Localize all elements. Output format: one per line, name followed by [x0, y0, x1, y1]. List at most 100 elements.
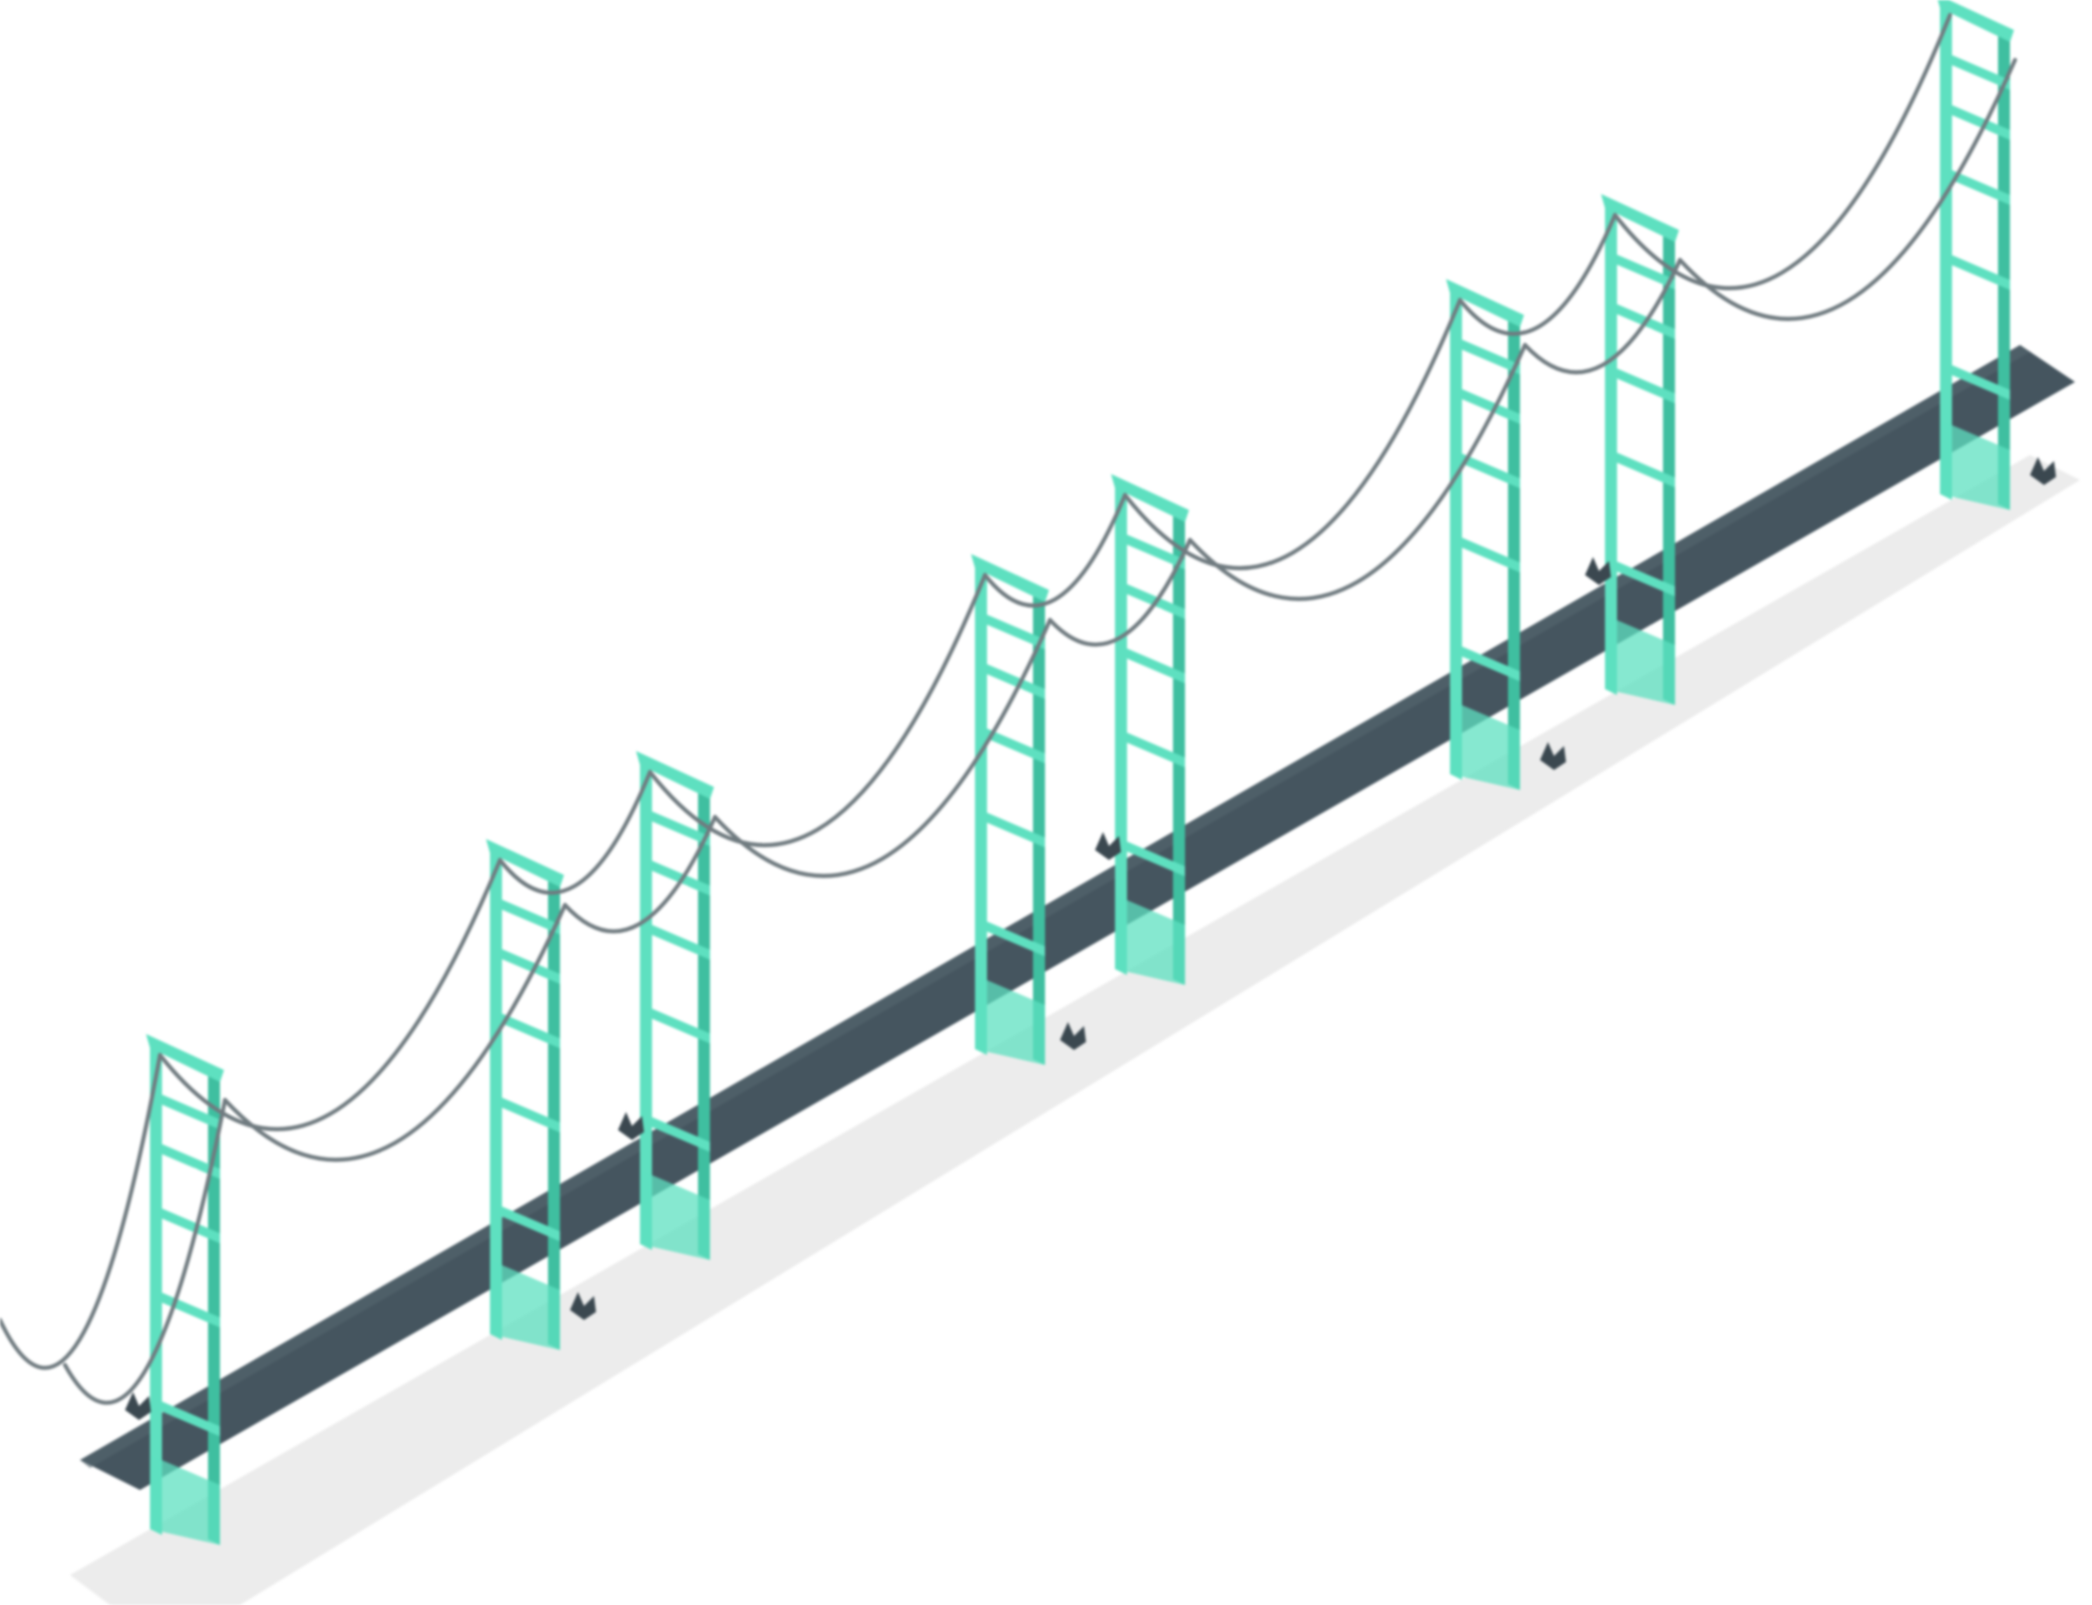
tower-crossbeam: [1450, 384, 1520, 424]
tower-2: [486, 839, 564, 1350]
tower-leg-back: [698, 787, 710, 1260]
tower-opening: [994, 687, 1030, 730]
tower-leg-front: [975, 560, 987, 1055]
main-cable-near: [1123, 298, 1462, 570]
tower-leg-back: [548, 875, 560, 1350]
tower-crossbeam: [640, 855, 710, 896]
tower-opening: [659, 1041, 695, 1085]
main-cable-near: [648, 573, 987, 847]
rubble-mark: [1540, 742, 1566, 770]
main-cable-far: [1678, 58, 2017, 321]
tower-crossbeam: [490, 944, 560, 984]
tower-leg-front: [150, 1040, 162, 1535]
tower-cap: [1111, 474, 1189, 522]
tower-opening: [1134, 676, 1170, 720]
tower-crossbeam: [1605, 299, 1675, 339]
tower-crossbeam: [1115, 579, 1185, 619]
tower-opening: [509, 1130, 545, 1174]
tower-lattice-base: [490, 1260, 560, 1350]
ground-shadow: [70, 455, 2080, 1605]
tower-crossbeam: [490, 1201, 560, 1242]
bridge-deck-edge: [80, 345, 2030, 1468]
main-cable-far: [63, 1098, 227, 1405]
tower-crossbeam: [640, 806, 710, 847]
tower-crossbeam: [1605, 447, 1675, 488]
main-cable-near: [158, 858, 502, 1132]
main-cable-far: [1188, 343, 1527, 601]
tower-lattice-base: [1940, 420, 2010, 510]
tower-crossbeam: [1115, 529, 1185, 570]
main-cable-near: [983, 493, 1127, 608]
tower-opening: [1469, 481, 1505, 525]
tower-opening: [169, 1167, 205, 1210]
tower-lattice-base: [1605, 615, 1675, 705]
tower-crossbeam: [1115, 727, 1185, 768]
tower-crossbeam: [1115, 643, 1185, 684]
bridge-deck: [80, 345, 2075, 1490]
tower-opening: [1959, 198, 1995, 242]
tower-crossbeam: [1940, 250, 2010, 290]
main-cable-far: [1523, 258, 1682, 375]
main-cable-near: [1613, 13, 1952, 290]
tower-crossbeam: [1605, 249, 1675, 290]
tower-opening: [1959, 128, 1995, 172]
tower-crossbeam: [1605, 556, 1675, 597]
main-cable-far: [713, 618, 1052, 878]
tower-opening: [994, 756, 1030, 800]
tower-crossbeam: [490, 1092, 560, 1133]
main-cable-far: [1048, 538, 1192, 647]
tower-cap: [636, 751, 714, 799]
main-cable-near: [0, 1053, 162, 1370]
debris-layer: [125, 457, 2056, 1420]
tower-cap: [486, 839, 564, 887]
tower-crossbeam: [1605, 363, 1675, 404]
tower-crossbeam: [150, 1287, 220, 1328]
tower-lattice-base: [975, 975, 1045, 1065]
tower-crossbeam: [150, 1139, 220, 1179]
tower-leg-back: [1998, 30, 2010, 510]
tower-opening: [1624, 485, 1660, 529]
tower-leg-back: [1173, 510, 1185, 985]
tower-crossbeam: [150, 1203, 220, 1244]
tower-opening: [509, 1041, 545, 1085]
tower-crossbeam: [1115, 836, 1185, 877]
tower-opening: [1469, 412, 1505, 455]
tower-opening: [509, 972, 545, 1015]
tower-crossbeam: [1940, 100, 2010, 140]
ground-shadow-layer: [70, 455, 2080, 1605]
tower-cap: [971, 554, 1049, 602]
main-cable-far: [223, 903, 567, 1162]
tower-leg-back: [1033, 590, 1045, 1065]
tower-crossbeam: [640, 1003, 710, 1044]
tower-crossbeam: [975, 807, 1045, 848]
tower-crossbeam: [1940, 360, 2010, 400]
rubble-mark: [1060, 1022, 1086, 1050]
rubble-mark: [570, 1292, 596, 1320]
rubble-mark: [618, 1112, 644, 1140]
rubble-mark: [125, 1392, 151, 1420]
tower-1: [146, 1034, 224, 1545]
tower-cap: [146, 1034, 224, 1082]
tower-3: [636, 751, 714, 1260]
tower-lattice-base: [150, 1455, 220, 1545]
tower-cap: [1446, 279, 1524, 327]
cable-layer: [0, 13, 2017, 1405]
tower-8: [1937, 0, 2014, 510]
tower-opening: [659, 952, 695, 996]
tower-crossbeam: [975, 659, 1045, 699]
main-cable-far: [563, 815, 717, 934]
tower-leg-front: [490, 845, 502, 1340]
rubble-mark: [1095, 832, 1121, 860]
tower-opening: [169, 1325, 205, 1369]
tower-opening: [659, 883, 695, 927]
tower-crossbeam: [1450, 641, 1520, 682]
tower-5: [1111, 474, 1189, 985]
tower-cap: [1937, 0, 2014, 42]
tower-opening: [1134, 765, 1170, 809]
tower-cap: [1601, 194, 1679, 242]
tower-leg-back: [1663, 230, 1675, 705]
tower-crossbeam: [975, 609, 1045, 650]
tower-lattice-base: [1115, 895, 1185, 985]
tower-crossbeam: [640, 919, 710, 960]
